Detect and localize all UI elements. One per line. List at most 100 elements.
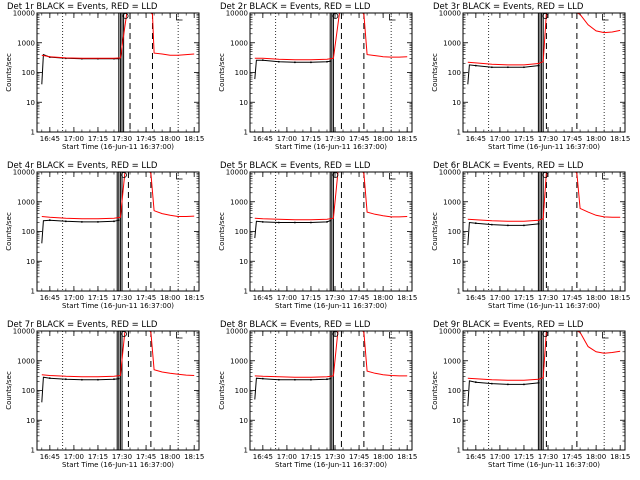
chart-title: Det 5r BLACK = Events, RED = LLD bbox=[220, 161, 371, 171]
series-line-events bbox=[467, 64, 539, 85]
plot-frame bbox=[36, 330, 200, 451]
series-line-lld bbox=[467, 172, 621, 222]
detector-chart-9: Det 9r BLACK = Events, RED = LLD Counts/s… bbox=[431, 320, 630, 469]
events-point bbox=[294, 61, 296, 64]
y-tick-label: 1000 bbox=[17, 357, 35, 365]
events-point bbox=[113, 378, 115, 381]
y-tick-label: 1 bbox=[457, 129, 461, 137]
y-tick-label: 1 bbox=[244, 288, 248, 296]
y-tick-label: 10 bbox=[26, 417, 35, 425]
events-point bbox=[310, 221, 312, 224]
x-tick-label: 17:45 bbox=[562, 135, 582, 143]
step-marker-icon bbox=[602, 332, 609, 339]
series-line-lld bbox=[254, 172, 408, 221]
y-tick-label: 100 bbox=[448, 69, 461, 77]
x-tick-label: 16:45 bbox=[466, 453, 486, 461]
y-axis-label: Counts/sec bbox=[218, 371, 226, 410]
x-axis-label: Start Time (16-Jun-11 16:37:00) bbox=[275, 461, 387, 469]
x-tick-label: 17:30 bbox=[538, 294, 558, 302]
y-axis-label: Counts/sec bbox=[218, 53, 226, 92]
y-tick-label: 1000 bbox=[443, 357, 461, 365]
events-point bbox=[294, 378, 296, 381]
x-axis-label: Start Time (16-Jun-11 16:37:00) bbox=[275, 143, 387, 151]
series-line-events bbox=[41, 219, 119, 244]
series-line-events bbox=[254, 377, 331, 400]
x-tick-label: 16:45 bbox=[253, 453, 273, 461]
x-axis-label: Start Time (16-Jun-11 16:37:00) bbox=[62, 143, 174, 151]
events-point bbox=[507, 383, 509, 386]
detector-chart-1: Det 1r BLACK = Events, RED = LLD Counts/s… bbox=[5, 2, 204, 151]
x-tick-label: 17:00 bbox=[277, 135, 297, 143]
events-point bbox=[97, 378, 99, 381]
x-tick-label: 16:45 bbox=[40, 135, 60, 143]
x-tick-label: 18:00 bbox=[373, 453, 393, 461]
x-tick-label: 17:00 bbox=[490, 135, 510, 143]
events-point bbox=[490, 382, 493, 385]
y-tick-label: 10000 bbox=[439, 328, 461, 336]
series-line-lld bbox=[41, 13, 195, 59]
x-tick-label: 17:30 bbox=[112, 135, 132, 143]
step-marker-icon bbox=[602, 173, 609, 180]
y-tick-label: 10 bbox=[452, 99, 461, 107]
events-point bbox=[277, 60, 280, 63]
x-tick-label: 18:00 bbox=[586, 135, 606, 143]
y-tick-label: 100 bbox=[22, 228, 35, 236]
x-tick-label: 18:15 bbox=[397, 135, 417, 143]
x-tick-label: 17:30 bbox=[112, 453, 132, 461]
x-tick-label: 17:15 bbox=[88, 135, 108, 143]
y-tick-label: 100 bbox=[22, 69, 35, 77]
plot-frame bbox=[249, 330, 413, 451]
events-point bbox=[507, 224, 509, 227]
y-axis-label: Counts/sec bbox=[5, 212, 13, 251]
events-point bbox=[310, 61, 312, 64]
x-tick-label: 17:45 bbox=[349, 294, 369, 302]
x-tick-label: 16:45 bbox=[253, 135, 273, 143]
x-axis-label: Start Time (16-Jun-11 16:37:00) bbox=[488, 302, 600, 310]
events-point bbox=[474, 222, 477, 225]
x-tick-label: 17:00 bbox=[64, 135, 84, 143]
x-tick-label: 18:00 bbox=[160, 294, 180, 302]
events-point bbox=[474, 381, 477, 384]
x-tick-label: 17:00 bbox=[490, 294, 510, 302]
series-line-events bbox=[467, 380, 539, 407]
events-point bbox=[113, 220, 115, 223]
plot-frame bbox=[249, 171, 413, 292]
events-point bbox=[474, 64, 477, 67]
x-tick-label: 17:30 bbox=[325, 294, 345, 302]
x-tick-label: 17:30 bbox=[325, 135, 345, 143]
x-tick-label: 18:15 bbox=[397, 453, 417, 461]
plot-frame bbox=[462, 12, 626, 133]
events-point bbox=[117, 219, 120, 222]
events-point bbox=[277, 221, 280, 224]
events-point bbox=[64, 378, 67, 381]
x-tick-label: 16:45 bbox=[40, 294, 60, 302]
step-marker-icon bbox=[602, 14, 609, 21]
events-point bbox=[326, 221, 328, 223]
detector-chart-2: Det 2r BLACK = Events, RED = LLD Counts/s… bbox=[218, 2, 417, 151]
events-point bbox=[261, 377, 264, 380]
y-tick-label: 1000 bbox=[17, 198, 35, 206]
detector-chart-6: Det 6r BLACK = Events, RED = LLD Counts/s… bbox=[431, 161, 630, 310]
x-tick-label: 17:45 bbox=[562, 453, 582, 461]
x-tick-label: 17:30 bbox=[325, 453, 345, 461]
plot-frame bbox=[462, 171, 626, 292]
x-tick-label: 18:00 bbox=[373, 135, 393, 143]
x-tick-label: 18:15 bbox=[184, 453, 204, 461]
detector-chart-4: Det 4r BLACK = Events, RED = LLD Counts/s… bbox=[5, 161, 204, 310]
events-point bbox=[490, 66, 493, 69]
y-tick-label: 100 bbox=[235, 387, 248, 395]
y-axis-label: Counts/sec bbox=[5, 371, 13, 410]
events-point bbox=[261, 221, 264, 223]
y-axis-label: Counts/sec bbox=[5, 53, 13, 92]
x-tick-label: 17:15 bbox=[88, 294, 108, 302]
x-tick-label: 17:15 bbox=[514, 453, 534, 461]
y-tick-label: 1 bbox=[457, 288, 461, 296]
plot-frame bbox=[36, 12, 200, 133]
y-tick-label: 1000 bbox=[17, 39, 35, 47]
events-point bbox=[294, 221, 296, 224]
events-point bbox=[81, 378, 83, 381]
series-line-events bbox=[254, 220, 331, 239]
x-tick-label: 16:45 bbox=[253, 294, 273, 302]
x-axis-label: Start Time (16-Jun-11 16:37:00) bbox=[488, 461, 600, 469]
